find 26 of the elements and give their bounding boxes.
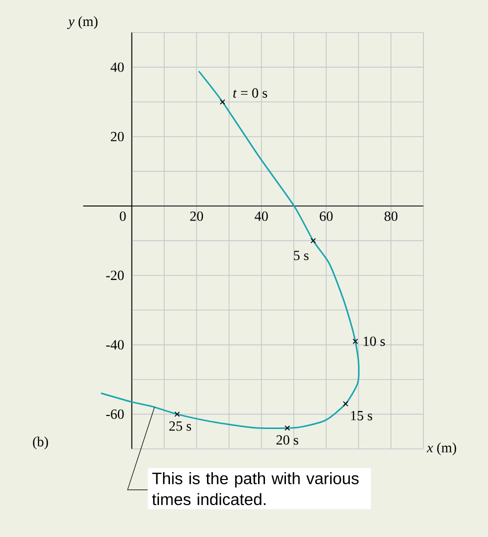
text: (b) — [32, 436, 48, 450]
x-axis-title: x (m) — [426, 442, 456, 456]
y-tick-label: -60 — [106, 409, 124, 419]
annotation: 10 s — [364, 336, 385, 346]
y-tick-label: 40 — [110, 62, 124, 72]
annotation: 15 s — [350, 410, 372, 420]
x-tick-label: 0 — [120, 212, 126, 221]
x-tick-label: 40 — [254, 212, 268, 221]
point — [310, 238, 316, 244]
point — [342, 401, 348, 406]
x-tick-label: 60 — [320, 212, 332, 221]
annotation: 25 s — [169, 421, 191, 431]
y-tick-label: -20 — [106, 270, 124, 280]
annotation: This is the path with various times indicated. — [152, 472, 358, 506]
point — [284, 425, 290, 431]
annotation: 20 s — [276, 435, 298, 445]
y-tick-label: -40 — [106, 340, 124, 350]
y-axis-title: y (m) — [66, 16, 98, 29]
annotation: 5 s — [294, 250, 308, 260]
annotation: t = 0 s — [233, 88, 267, 98]
point — [174, 411, 180, 417]
point — [220, 99, 225, 105]
y-tick-label: 20 — [110, 132, 124, 142]
x-tick-label: 20 — [190, 212, 203, 221]
x-tick-label: 80 — [384, 212, 398, 221]
point — [352, 338, 358, 344]
